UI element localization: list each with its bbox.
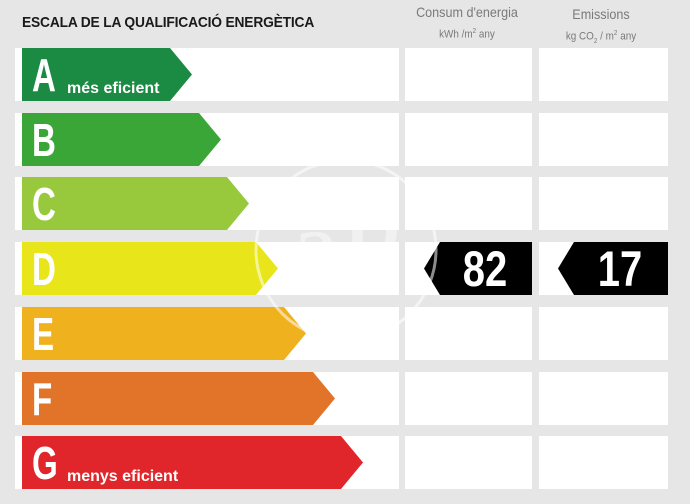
emissions-cell-f <box>539 372 668 425</box>
consumption-cell-b <box>405 113 532 166</box>
emissions-cell-b <box>539 113 668 166</box>
consumption-cell-e <box>405 307 532 360</box>
emissions-header-label: Emissions <box>572 6 630 22</box>
emissions-header: Emissions kg CO2 / m2 any <box>538 6 664 48</box>
class-arrow-b: B <box>22 113 221 166</box>
class-letter: G <box>32 437 58 489</box>
class-caption: menys eficient <box>67 468 179 485</box>
class-letter: F <box>32 373 53 425</box>
emissions-rating-badge: 17 <box>558 241 668 297</box>
class-letter: D <box>32 243 56 295</box>
class-arrow-d: D <box>22 242 278 295</box>
emissions-cell-a <box>539 48 668 101</box>
class-arrow-f: F <box>22 372 335 425</box>
emissions-rating-value: 17 <box>597 241 643 297</box>
consumption-header-label: Consum d'energia <box>416 4 518 20</box>
consumption-unit: kWh /m2 any <box>439 28 495 41</box>
class-caption: més eficient <box>67 80 160 97</box>
class-letter: E <box>32 308 55 360</box>
class-letter: C <box>32 178 56 230</box>
emissions-cell-c <box>539 177 668 230</box>
emissions-cell-g <box>539 436 668 489</box>
class-arrow-c: C <box>22 177 249 230</box>
consumption-cell-g <box>405 436 532 489</box>
class-letter: B <box>32 114 56 166</box>
consumption-cell-c <box>405 177 532 230</box>
consumption-header: Consum d'energia kWh /m2 any <box>404 4 530 42</box>
consumption-rating-value: 82 <box>462 241 508 297</box>
consumption-rating-badge: 82 <box>424 241 532 297</box>
consumption-cell-a <box>405 48 532 101</box>
class-arrow-e: E <box>22 307 306 360</box>
emissions-cell-e <box>539 307 668 360</box>
label-title: ESCALA DE LA QUALIFICACIÓ ENERGÈTICA <box>22 14 315 31</box>
class-letter: A <box>32 49 56 101</box>
consumption-cell-f <box>405 372 532 425</box>
emissions-unit: kg CO2 / m2 any <box>565 30 637 45</box>
